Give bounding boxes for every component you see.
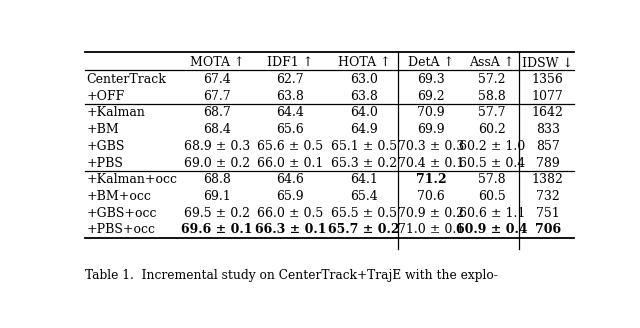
Text: 64.0: 64.0: [350, 106, 378, 119]
Text: 64.9: 64.9: [350, 123, 378, 136]
Text: IDF1 ↑: IDF1 ↑: [268, 56, 314, 69]
Text: 60.9 ± 0.4: 60.9 ± 0.4: [456, 223, 527, 236]
Text: 69.9: 69.9: [417, 123, 445, 136]
Text: 65.6: 65.6: [276, 123, 304, 136]
Text: 68.7: 68.7: [203, 106, 231, 119]
Text: 833: 833: [536, 123, 560, 136]
Text: DetA ↑: DetA ↑: [408, 56, 454, 69]
Text: 69.3: 69.3: [417, 73, 445, 86]
Text: 66.0 ± 0.5: 66.0 ± 0.5: [257, 207, 324, 219]
Text: +PBS: +PBS: [86, 156, 124, 170]
Text: 68.4: 68.4: [203, 123, 231, 136]
Text: 732: 732: [536, 190, 560, 203]
Text: IDSW ↓: IDSW ↓: [522, 56, 573, 69]
Text: 57.2: 57.2: [478, 73, 506, 86]
Text: 69.6 ± 0.1: 69.6 ± 0.1: [181, 223, 253, 236]
Text: 706: 706: [535, 223, 561, 236]
Text: 64.6: 64.6: [276, 173, 305, 186]
Text: 71.0 ± 0.1: 71.0 ± 0.1: [398, 223, 464, 236]
Text: 65.5 ± 0.5: 65.5 ± 0.5: [331, 207, 397, 219]
Text: 60.6 ± 1.1: 60.6 ± 1.1: [459, 207, 525, 219]
Text: 69.5 ± 0.2: 69.5 ± 0.2: [184, 207, 250, 219]
Text: 751: 751: [536, 207, 560, 219]
Text: 69.1: 69.1: [203, 190, 231, 203]
Text: 68.8: 68.8: [203, 173, 231, 186]
Text: 71.2: 71.2: [416, 173, 446, 186]
Text: 58.8: 58.8: [478, 90, 506, 103]
Text: 63.8: 63.8: [350, 90, 378, 103]
Text: 70.9 ± 0.2: 70.9 ± 0.2: [398, 207, 464, 219]
Text: 66.0 ± 0.1: 66.0 ± 0.1: [257, 156, 324, 170]
Text: 64.4: 64.4: [276, 106, 305, 119]
Text: 63.0: 63.0: [350, 73, 378, 86]
Text: 68.9 ± 0.3: 68.9 ± 0.3: [184, 140, 250, 153]
Text: 57.7: 57.7: [478, 106, 506, 119]
Text: 63.8: 63.8: [276, 90, 305, 103]
Text: +GBS: +GBS: [86, 140, 125, 153]
Text: 60.2: 60.2: [478, 123, 506, 136]
Text: 789: 789: [536, 156, 560, 170]
Text: +BM+occ: +BM+occ: [86, 190, 151, 203]
Text: 69.2: 69.2: [417, 90, 445, 103]
Text: 60.2 ± 1.0: 60.2 ± 1.0: [459, 140, 525, 153]
Text: 65.1 ± 0.5: 65.1 ± 0.5: [331, 140, 397, 153]
Text: 64.1: 64.1: [350, 173, 378, 186]
Text: 60.5 ± 0.4: 60.5 ± 0.4: [459, 156, 525, 170]
Text: 1382: 1382: [532, 173, 564, 186]
Text: 857: 857: [536, 140, 560, 153]
Text: 60.5: 60.5: [478, 190, 506, 203]
Text: +BM: +BM: [86, 123, 119, 136]
Text: 65.9: 65.9: [276, 190, 304, 203]
Text: AssA ↑: AssA ↑: [469, 56, 515, 69]
Text: 1077: 1077: [532, 90, 564, 103]
Text: 65.4: 65.4: [350, 190, 378, 203]
Text: +OFF: +OFF: [86, 90, 125, 103]
Text: 65.7 ± 0.2: 65.7 ± 0.2: [328, 223, 400, 236]
Text: +GBS+occ: +GBS+occ: [86, 207, 157, 219]
Text: 1642: 1642: [532, 106, 564, 119]
Text: +Kalman+occ: +Kalman+occ: [86, 173, 177, 186]
Text: 65.3 ± 0.2: 65.3 ± 0.2: [331, 156, 397, 170]
Text: 62.7: 62.7: [276, 73, 304, 86]
Text: +Kalman: +Kalman: [86, 106, 145, 119]
Text: 70.9: 70.9: [417, 106, 445, 119]
Text: 70.3 ± 0.3: 70.3 ± 0.3: [398, 140, 464, 153]
Text: 65.6 ± 0.5: 65.6 ± 0.5: [257, 140, 323, 153]
Text: Table 1.  Incremental study on CenterTrack+TrajE with the explo-: Table 1. Incremental study on CenterTrac…: [85, 269, 498, 282]
Text: HOTA ↑: HOTA ↑: [338, 56, 390, 69]
Text: MOTA ↑: MOTA ↑: [189, 56, 244, 69]
Text: 1356: 1356: [532, 73, 564, 86]
Text: 70.6: 70.6: [417, 190, 445, 203]
Text: 67.4: 67.4: [203, 73, 231, 86]
Text: 67.7: 67.7: [203, 90, 230, 103]
Text: 57.8: 57.8: [478, 173, 506, 186]
Text: CenterTrack: CenterTrack: [86, 73, 166, 86]
Text: 70.4 ± 0.1: 70.4 ± 0.1: [398, 156, 464, 170]
Text: 66.3 ± 0.1: 66.3 ± 0.1: [255, 223, 326, 236]
Text: +PBS+occ: +PBS+occ: [86, 223, 156, 236]
Text: 69.0 ± 0.2: 69.0 ± 0.2: [184, 156, 250, 170]
